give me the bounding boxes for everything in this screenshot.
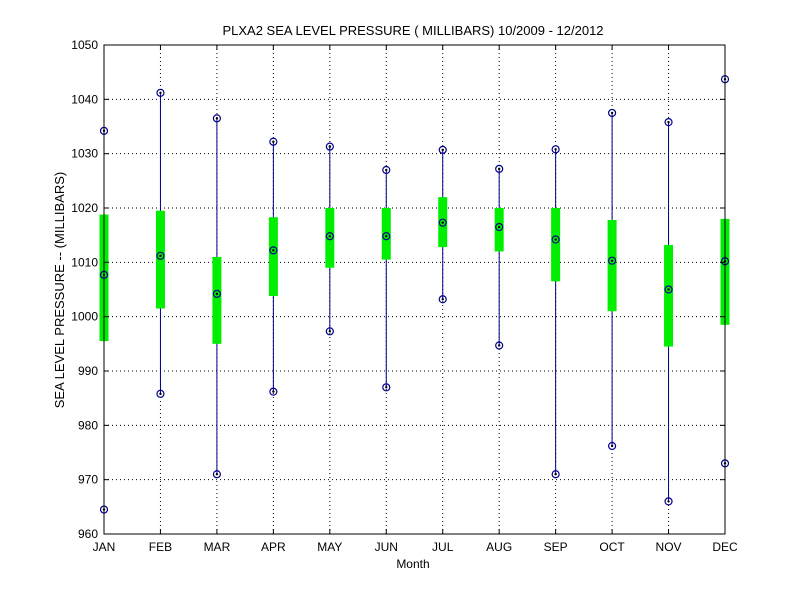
median-marker (664, 285, 673, 294)
x-tick-label: JAN (93, 540, 116, 554)
iqr-box (607, 219, 617, 312)
max-marker (438, 145, 447, 154)
x-tick-label: OCT (599, 540, 625, 554)
x-axis-ticks: JAN FEB MAR APR MAY JUN JUL AUG SEP OCT NOV DEC (93, 45, 738, 554)
y-axis-label: SEA LEVEL PRESSURE -- (MILLIBARS) (52, 172, 67, 408)
min-marker (551, 470, 560, 479)
iqr-box (494, 208, 504, 252)
median-marker-dot (610, 259, 614, 262)
x-tick-label: MAY (317, 540, 342, 554)
median-marker-dot (554, 238, 557, 241)
median-marker-dot (497, 225, 501, 229)
min-marker-dot (441, 298, 444, 301)
y-tick-label: 960 (78, 527, 98, 541)
median-marker-dot (215, 292, 219, 296)
median-marker-dot (667, 288, 670, 291)
max-marker-dot (441, 148, 444, 152)
max-marker (156, 88, 165, 97)
min-marker-dot (385, 386, 388, 389)
iqr-box (212, 256, 222, 344)
max-marker-dot (215, 117, 219, 120)
median-marker-dot (272, 249, 275, 252)
y-tick-label: 990 (78, 364, 98, 378)
max-marker-dot (610, 111, 614, 115)
min-marker-dot (667, 500, 670, 503)
median-marker (325, 232, 334, 241)
y-tick-label: 980 (78, 418, 98, 432)
max-marker (269, 137, 278, 146)
x-tick-label: SEP (544, 540, 568, 554)
x-tick-label: MAR (204, 540, 231, 554)
median-marker-dot (159, 254, 162, 258)
min-marker-dot (272, 390, 275, 393)
iqr-box (551, 208, 561, 282)
min-marker-dot (554, 473, 557, 476)
max-marker-dot (554, 148, 557, 151)
max-marker (664, 118, 673, 127)
median-marker (212, 289, 222, 298)
x-tick-label: DEC (712, 540, 738, 554)
median-marker-dot (441, 221, 444, 224)
max-marker-dot (272, 140, 275, 143)
min-marker (269, 387, 278, 396)
y-tick-label: 1010 (71, 255, 98, 269)
median-marker (382, 232, 391, 241)
min-marker (382, 383, 391, 392)
chart-title: PLXA2 SEA LEVEL PRESSURE ( MILLIBARS) 10… (222, 23, 603, 38)
max-marker-dot (497, 167, 501, 171)
max-marker (607, 108, 617, 118)
x-tick-label: FEB (149, 540, 172, 554)
y-tick-label: 1000 (71, 310, 98, 324)
min-marker (495, 341, 504, 350)
max-marker-dot (328, 145, 332, 148)
iqr-box (268, 217, 278, 297)
min-marker-dot (328, 330, 332, 333)
max-marker-dot (159, 91, 162, 95)
x-tick-label: APR (261, 540, 286, 554)
median-marker (156, 251, 165, 260)
iqr-box (664, 244, 674, 347)
y-tick-label: 1020 (71, 201, 98, 215)
median-marker (269, 246, 278, 255)
y-tick-label: 970 (78, 473, 98, 487)
max-marker (495, 164, 504, 173)
median-marker-dot (385, 235, 388, 238)
median-marker (607, 256, 617, 265)
x-tick-label: AUG (486, 540, 512, 554)
min-marker (156, 389, 165, 398)
x-tick-label: NOV (656, 540, 682, 554)
x-axis-label: Month (396, 557, 429, 571)
min-marker (607, 441, 617, 451)
x-tick-label: JUL (432, 540, 454, 554)
y-tick-label: 1030 (71, 147, 98, 161)
min-marker (212, 470, 222, 479)
y-axis-ticks: 960 970 980 990 1000 1010 1020 1030 1040 1050 (71, 38, 725, 541)
median-marker (438, 218, 447, 227)
min-marker-dot (610, 444, 614, 448)
y-tick-label: 1050 (71, 38, 98, 52)
max-marker (382, 165, 391, 175)
min-marker-dot (497, 344, 501, 347)
median-marker (495, 222, 504, 232)
y-tick-label: 1040 (71, 92, 98, 106)
min-marker-dot (215, 473, 219, 476)
iqr-box (381, 208, 391, 260)
max-marker (551, 145, 560, 154)
min-marker (325, 327, 334, 336)
plot-area-frame (103, 44, 726, 535)
max-marker-dot (667, 120, 670, 124)
min-marker (438, 295, 447, 304)
max-marker (325, 142, 334, 151)
max-marker-dot (385, 168, 388, 172)
iqr-box (325, 208, 335, 268)
min-marker (664, 497, 673, 506)
median-marker (551, 235, 560, 244)
x-tick-label: JUN (375, 540, 398, 554)
median-marker-dot (328, 235, 332, 238)
min-marker-dot (159, 392, 162, 396)
max-marker (212, 114, 222, 123)
